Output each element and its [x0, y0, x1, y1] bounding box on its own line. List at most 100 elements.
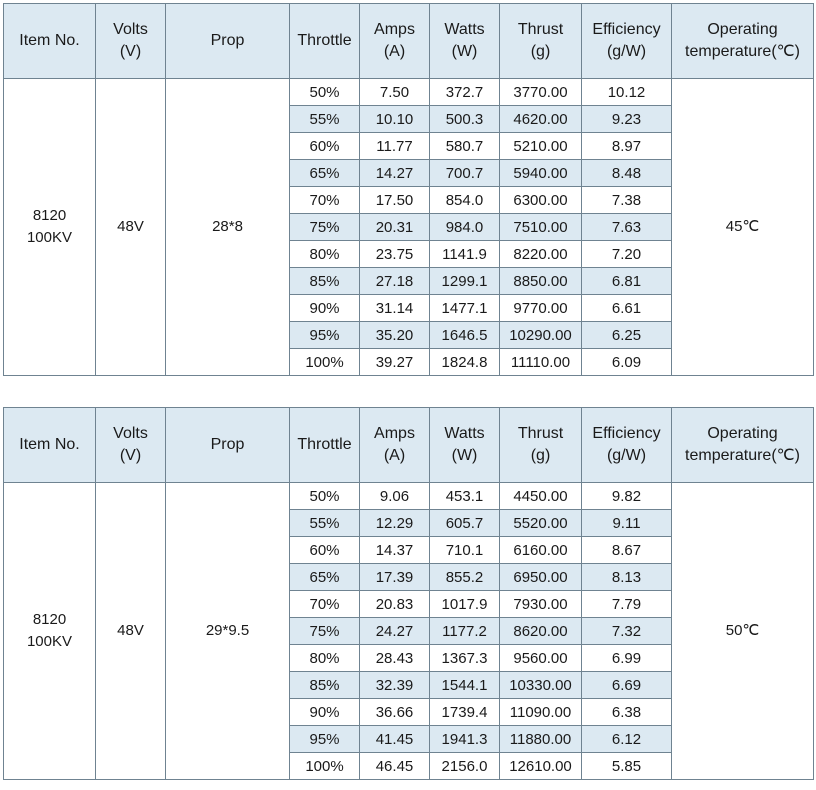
header-text: Amps [374, 21, 415, 38]
cell-throttle: 80% [289, 644, 360, 672]
cell-efficiency: 5.85 [581, 752, 672, 780]
header-text: (W) [451, 43, 478, 60]
header-prop: Prop [165, 3, 290, 79]
cell-throttle: 85% [289, 671, 360, 699]
cell-amps: 41.45 [359, 725, 430, 753]
cell-efficiency: 6.61 [581, 294, 672, 322]
cell-thrust: 6300.00 [499, 186, 582, 214]
header-text: Amps [374, 425, 415, 442]
header-operating-temperature: Operating temperature(℃) [671, 3, 814, 79]
header-thrust: Thrust (g) [499, 407, 582, 483]
table-row: 65% 14.27 700.7 5940.00 8.48 [4, 159, 814, 187]
table-row: 8120 100KV 48V 29*9.5 50% 9.06 453.1 4450.00 9.8… [3, 482, 814, 780]
cell-efficiency: 8.48 [581, 159, 672, 187]
cell-amps: 14.27 [359, 159, 430, 187]
cell-thrust: 11880.00 [499, 725, 582, 753]
cell-watts: 1824.8 [429, 348, 500, 376]
cell-efficiency: 7.79 [581, 590, 672, 618]
header-amps: Amps (A) [359, 407, 430, 483]
header-volts: Volts (V) [95, 407, 166, 483]
header-text: (W) [451, 447, 478, 464]
header-text: Volts [113, 21, 148, 38]
prop-cell: 28*8 [165, 78, 290, 376]
cell-thrust: 8620.00 [499, 617, 582, 645]
cell-amps: 10.10 [359, 105, 430, 133]
cell-watts: 1367.3 [429, 644, 500, 672]
cell-thrust: 10330.00 [499, 671, 582, 699]
header-row: Item No. Volts (V) Prop Throttle Amps (A) Watts… [3, 3, 814, 79]
cell-efficiency: 9.11 [581, 509, 672, 537]
cell-efficiency: 7.38 [581, 186, 672, 214]
cell-throttle: 80% [289, 240, 360, 268]
header-text: Operating [707, 425, 778, 442]
header-text: (A) [383, 43, 406, 60]
cell-throttle: 50% [289, 78, 360, 106]
cell-watts: 1941.3 [429, 725, 500, 753]
cell-throttle: 85% [289, 267, 360, 295]
cell-amps: 11.77 [359, 132, 430, 160]
cell-efficiency: 8.13 [581, 563, 672, 591]
table-row: 55% 10.10 500.3 4620.00 9.23 [4, 105, 814, 133]
cell-watts: 700.7 [429, 159, 500, 187]
cell-watts: 605.7 [429, 509, 500, 537]
header-throttle: Throttle [289, 407, 360, 483]
header-throttle: Throttle [289, 3, 360, 79]
table-row: 100% 46.45 2156.0 12610.00 5.85 [4, 752, 814, 780]
cell-thrust: 11110.00 [499, 348, 582, 376]
header-row: Item No. Volts (V) Prop Throttle Amps (A) Watts… [3, 407, 814, 483]
table-row: 85% 27.18 1299.1 8850.00 6.81 [4, 267, 814, 295]
header-text: Efficiency [592, 425, 661, 442]
cell-amps: 36.66 [359, 698, 430, 726]
table-row: 60% 11.77 580.7 5210.00 8.97 [4, 132, 814, 160]
cell-watts: 1141.9 [429, 240, 500, 268]
table-row: 75% 20.31 984.0 7510.00 7.63 [4, 213, 814, 241]
cell-amps: 7.50 [359, 78, 430, 106]
prop-cell: 29*9.5 [165, 482, 290, 780]
table-row: 75% 24.27 1177.2 8620.00 7.32 [4, 617, 814, 645]
cell-efficiency: 6.09 [581, 348, 672, 376]
cell-watts: 1477.1 [429, 294, 500, 322]
header-volts: Volts (V) [95, 3, 166, 79]
header-text: (g) [530, 43, 551, 60]
volts-cell: 48V [95, 482, 166, 780]
table-row: 8120 100KV 48V 28*8 50% 7.50 372.7 3770.00 10.12… [3, 78, 814, 376]
cell-throttle: 100% [289, 752, 360, 780]
header-text: Watts [444, 425, 485, 442]
cell-efficiency: 7.63 [581, 213, 672, 241]
cell-efficiency: 6.69 [581, 671, 672, 699]
header-text: (g) [530, 447, 551, 464]
header-text: (g/W) [606, 447, 647, 464]
spec-table: Item No. Volts (V) Prop Throttle Amps (A) Watts… [3, 3, 814, 376]
header-efficiency: Efficiency (g/W) [581, 407, 672, 483]
cell-efficiency: 9.82 [581, 482, 672, 510]
table-row: 55% 12.29 605.7 5520.00 9.11 [4, 509, 814, 537]
cell-throttle: 95% [289, 321, 360, 349]
header-item-no: Item No. [3, 3, 96, 79]
cell-watts: 1739.4 [429, 698, 500, 726]
cell-thrust: 6950.00 [499, 563, 582, 591]
cell-amps: 17.50 [359, 186, 430, 214]
cell-watts: 1544.1 [429, 671, 500, 699]
header-text: (A) [383, 447, 406, 464]
cell-thrust: 3770.00 [499, 78, 582, 106]
cell-efficiency: 9.23 [581, 105, 672, 133]
header-text: temperature(℃) [685, 43, 800, 60]
cell-amps: 12.29 [359, 509, 430, 537]
cell-amps: 17.39 [359, 563, 430, 591]
cell-watts: 1017.9 [429, 590, 500, 618]
cell-amps: 20.31 [359, 213, 430, 241]
cell-throttle: 55% [289, 509, 360, 537]
header-text: Thrust [517, 425, 564, 442]
cell-amps: 46.45 [359, 752, 430, 780]
header-text: Volts [113, 425, 148, 442]
header-watts: Watts (W) [429, 407, 500, 483]
item-no-text: 8120 [32, 611, 67, 628]
cell-watts: 372.7 [429, 78, 500, 106]
header-item-no: Item No. [3, 407, 96, 483]
header-text: Item No. [19, 436, 80, 453]
cell-watts: 2156.0 [429, 752, 500, 780]
cell-amps: 32.39 [359, 671, 430, 699]
cell-throttle: 65% [289, 159, 360, 187]
header-text: (V) [119, 447, 142, 464]
cell-throttle: 90% [289, 698, 360, 726]
